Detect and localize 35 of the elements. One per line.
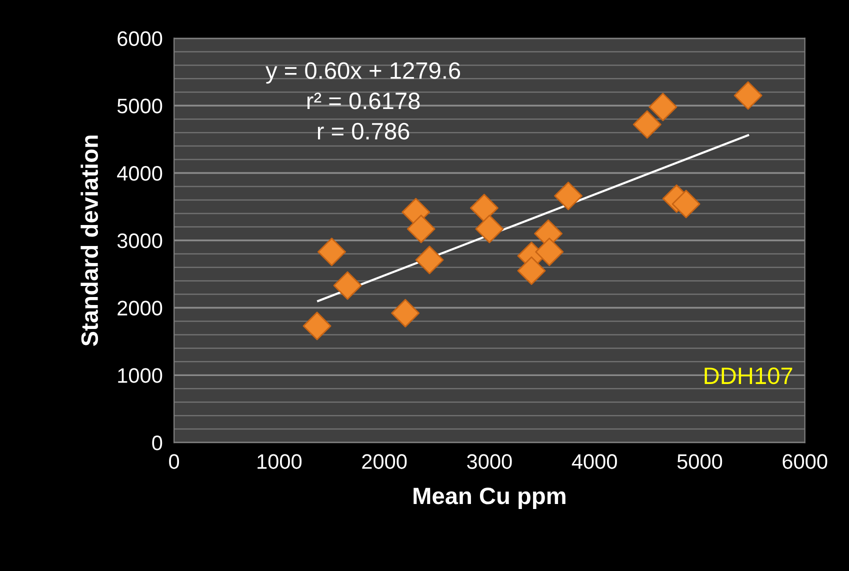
point <box>554 182 583 210</box>
x-tick-label: 1000 <box>258 454 302 469</box>
point <box>318 238 346 266</box>
point <box>470 194 498 222</box>
x-tick-label: 3000 <box>467 454 512 469</box>
y-tick-label: 1000 <box>118 368 162 383</box>
y-tick-label: 2000 <box>118 300 162 316</box>
point <box>391 298 420 328</box>
point <box>415 246 444 274</box>
point <box>302 312 332 340</box>
x-tick-label: 0 <box>169 454 180 469</box>
annotation: DDH107 <box>704 367 792 384</box>
point <box>672 190 700 218</box>
point <box>648 92 678 122</box>
x-tick-label: 5000 <box>677 454 722 469</box>
point <box>333 271 362 300</box>
x-tick-label: 6000 <box>782 454 828 469</box>
annotation: y = 0.60x + 1279.6 <box>266 62 460 84</box>
x-tick-label: 4000 <box>572 454 617 469</box>
annotation: r = 0.786 <box>318 122 410 140</box>
point <box>475 214 504 244</box>
y-tick-label: 6000 <box>118 31 162 46</box>
point <box>517 256 546 285</box>
point <box>632 110 662 139</box>
point <box>406 214 436 244</box>
y-tick-label: 3000 <box>117 233 162 248</box>
x-axis-title: Mean Cu ppm <box>414 488 566 509</box>
point <box>535 238 564 266</box>
y-tick-label: 0 <box>152 436 162 450</box>
y-axis-title: Standard deviation <box>80 136 98 346</box>
annotation: r² = 0.6178 <box>307 92 420 110</box>
point <box>734 81 762 110</box>
x-tick-label: 2000 <box>362 454 407 469</box>
y-tick-label: 5000 <box>117 98 162 114</box>
y-tick-label: 4000 <box>117 166 162 181</box>
